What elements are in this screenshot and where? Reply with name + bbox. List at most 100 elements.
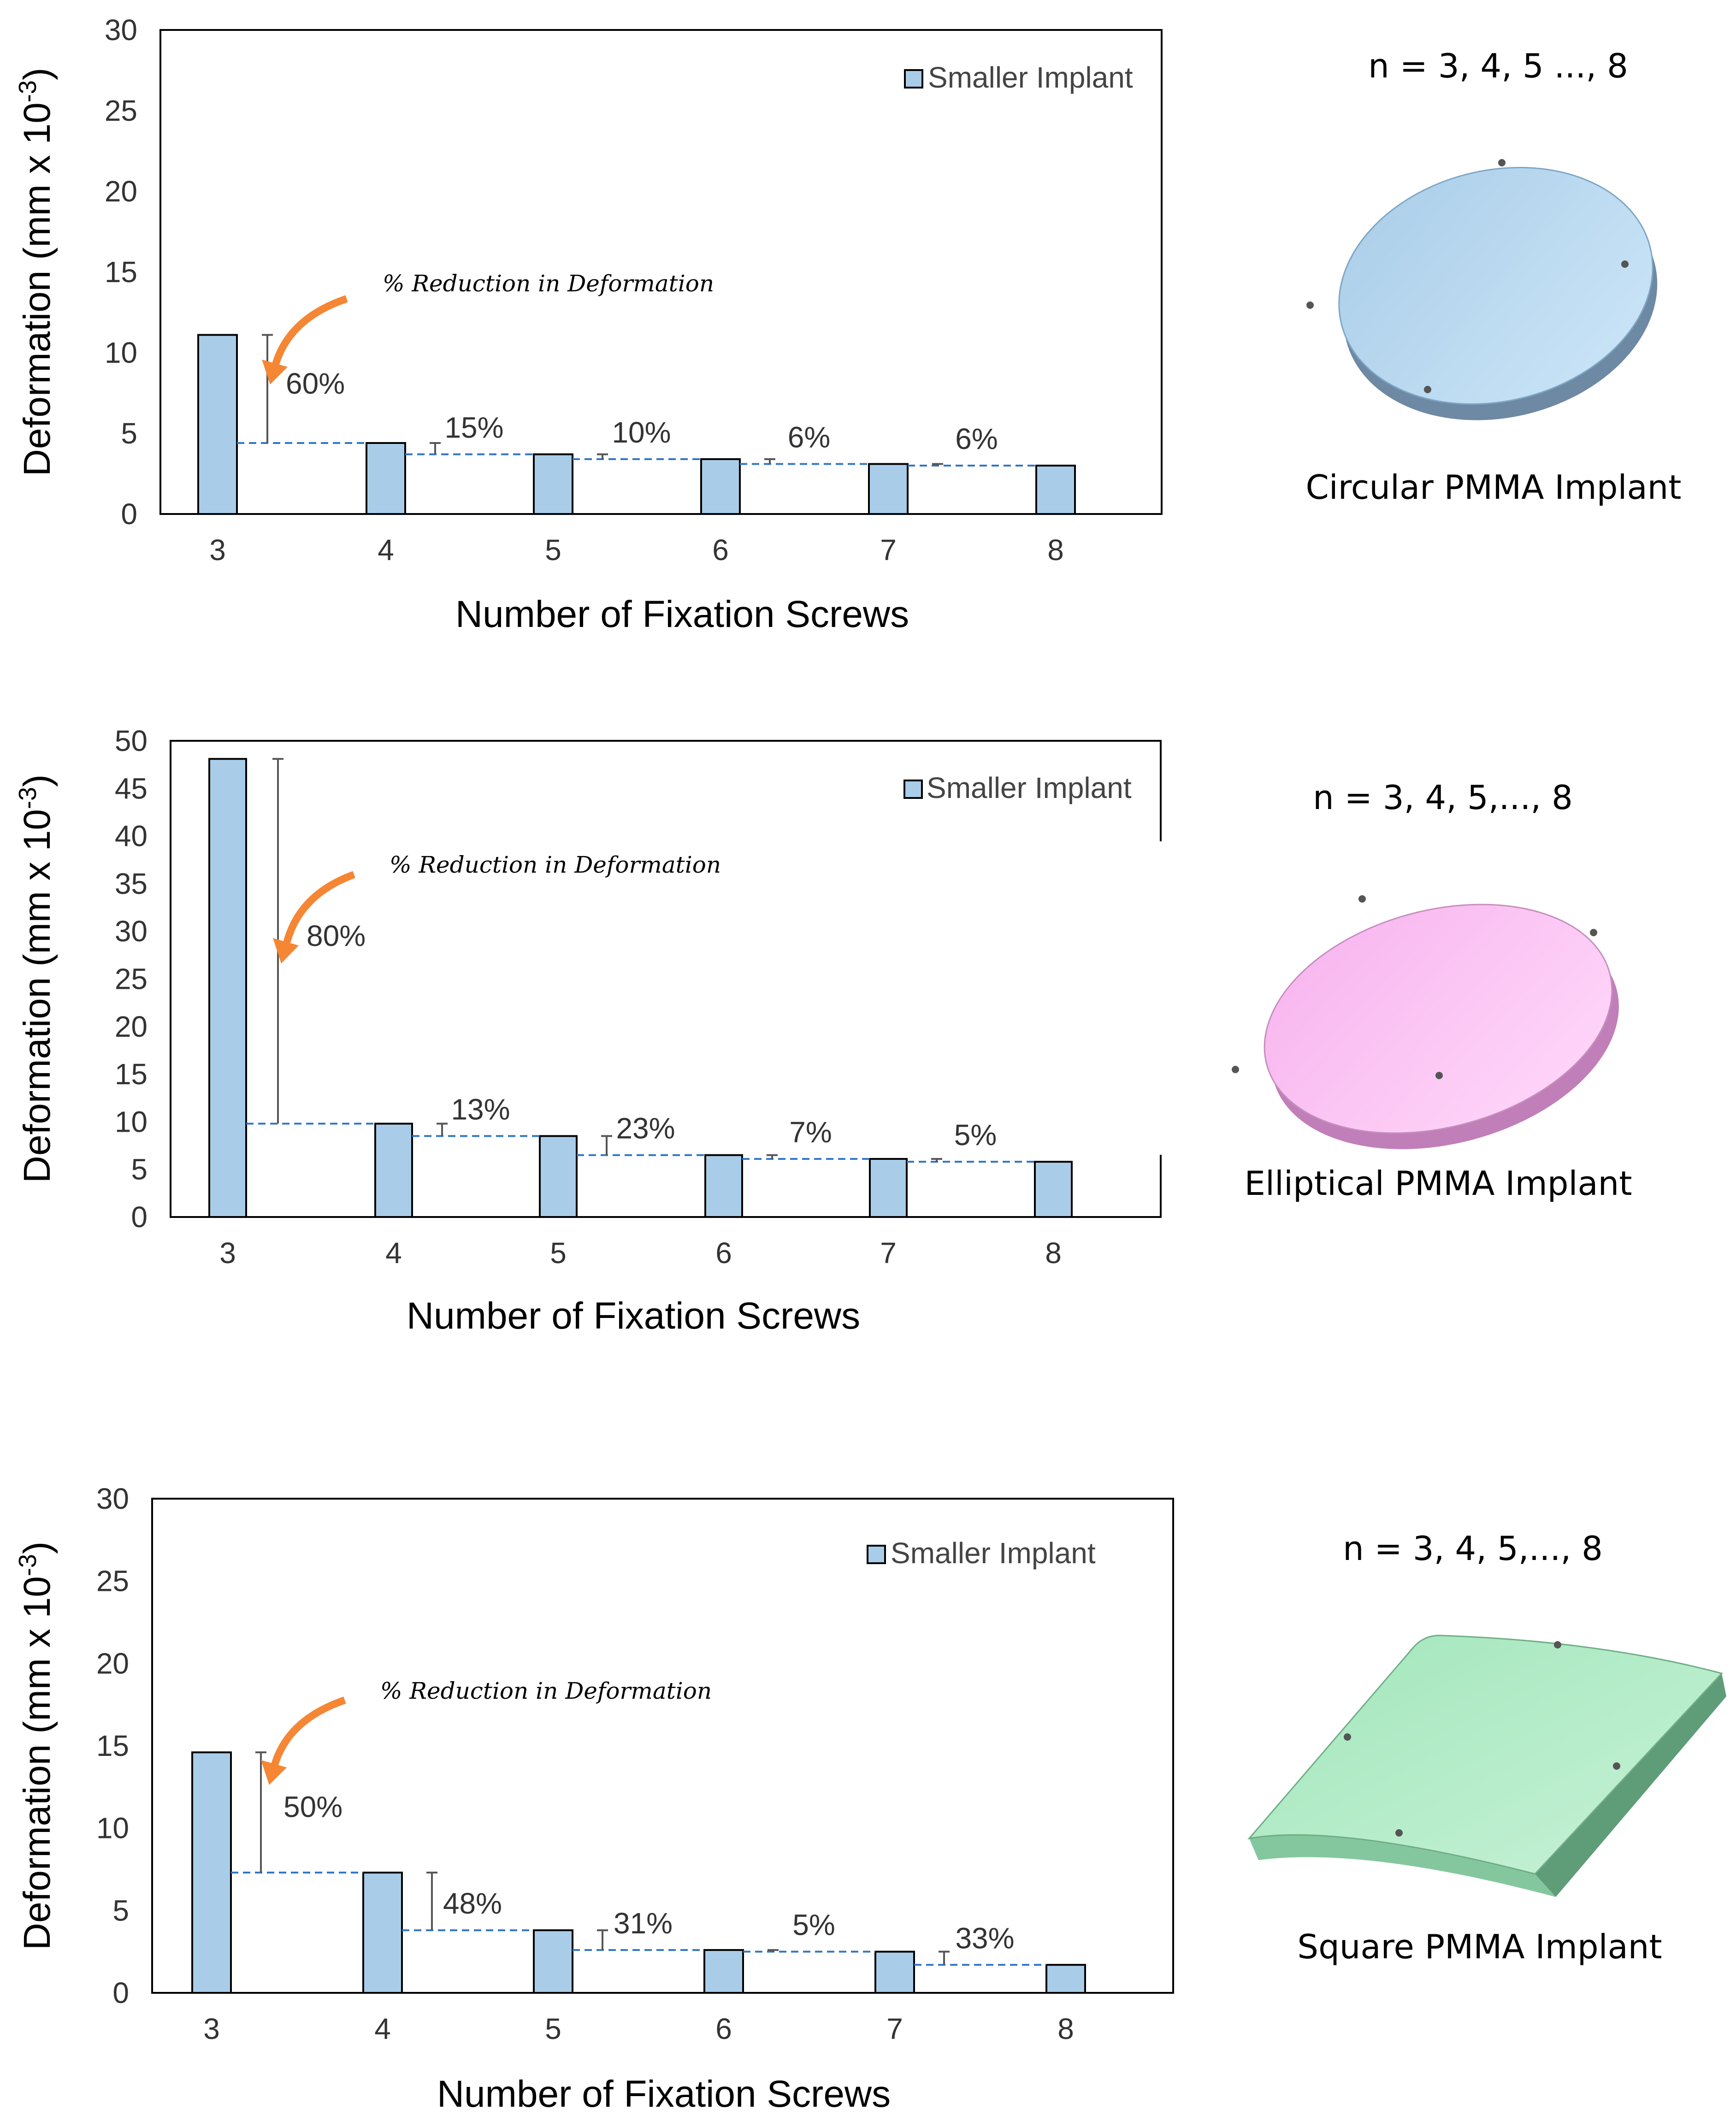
screws-count-label: n = 3, 4, 5,..., 8: [1343, 1529, 1603, 1568]
screw-hole: [1621, 260, 1629, 268]
reduction-percent-label: 48%: [443, 1887, 502, 1920]
orange-arrow: [272, 295, 348, 366]
y-axis-label-close: ): [16, 68, 58, 80]
y-axis-label-close: ): [16, 774, 58, 787]
x-tick-label: 8: [1057, 2012, 1074, 2045]
bar: [533, 453, 573, 515]
x-tick-label: 4: [385, 1236, 402, 1270]
bar: [362, 1872, 403, 1994]
screw-hole: [1232, 1066, 1239, 1073]
bar: [868, 463, 909, 515]
bar: [191, 1751, 232, 1994]
x-tick-label: 7: [880, 533, 897, 567]
y-tick-label: 40: [115, 820, 148, 853]
orange-arrow: [283, 871, 355, 944]
screw-hole: [1424, 386, 1431, 393]
x-axis-label: Number of Fixation Screws: [437, 2073, 891, 2115]
x-tick-label: 7: [880, 1236, 897, 1270]
reduction-percent-label: 80%: [307, 919, 366, 952]
y-tick-label: 15: [115, 1058, 148, 1091]
plot-frame: [170, 740, 1162, 1218]
bars-group: [191, 1751, 1086, 1994]
bars-group: [208, 758, 1073, 1218]
implant-elliptical: n = 3, 4, 5,..., 8 Elliptical PMMA Impla…: [1232, 778, 1632, 1203]
bar: [533, 1929, 573, 1994]
y-tick-label: 0: [131, 1200, 148, 1234]
bar: [208, 758, 247, 1218]
plot-frame: [151, 1498, 1174, 1994]
reduction-annotation: % Reduction in Deformation: [383, 270, 714, 297]
y-tick-label: 50: [115, 724, 148, 757]
bar: [366, 442, 406, 515]
orange-arrow: [271, 1696, 346, 1766]
bar: [703, 1949, 744, 1994]
gridless-ticks: 0 5 10 15 20 25 30 3 4 5 6 7 8: [105, 13, 1064, 567]
y-tick-label: 45: [115, 772, 148, 805]
y-tick-label: 15: [105, 255, 137, 289]
screw-hole: [1435, 1072, 1443, 1079]
y-axis-label: Deformation (mm x 10-3): [14, 774, 58, 1183]
y-axis-label-main: Deformation (mm x 10: [16, 809, 58, 1183]
x-tick-label: 5: [550, 1236, 567, 1270]
chart-circular: 0 5 10 15 20 25 30 3 4 5 6 7 8 60% 15% 10% 6% 6% Number …: [14, 13, 1163, 635]
y-tick-label: 30: [96, 1482, 129, 1515]
x-tick-label: 6: [715, 2012, 732, 2045]
bar: [869, 1158, 908, 1218]
reduction-percent-label: 7%: [789, 1116, 832, 1149]
square-implant-shape: [1247, 1635, 1723, 1875]
bar: [700, 458, 741, 515]
bar: [374, 1123, 413, 1218]
y-tick-label: 10: [115, 1105, 148, 1138]
screw-hole: [1395, 1829, 1403, 1837]
screw-hole: [1613, 1762, 1620, 1770]
legend-label: Smaller Implant: [928, 61, 1133, 94]
circular-implant-shape: [1338, 166, 1653, 405]
y-tick-label: 0: [112, 1976, 129, 2009]
bar: [704, 1154, 743, 1218]
reduction-percent-label: 13%: [451, 1093, 510, 1126]
x-tick-label: 5: [545, 2012, 561, 2045]
screw-hole: [1554, 1641, 1561, 1648]
panel-circular: 0 5 10 15 20 25 30 3 4 5 6 7 8 60% 15% 10% 6% 6% Number …: [14, 13, 1682, 635]
orange-arrowhead: [262, 360, 288, 384]
x-tick-label: 4: [374, 2012, 391, 2045]
bar: [1045, 1964, 1086, 1994]
orange-arrowhead: [273, 938, 299, 963]
reduction-lines: 60% 15% 10% 6% 6%: [237, 334, 1036, 467]
x-tick-label: 7: [886, 2012, 903, 2045]
frame-gap: [1157, 841, 1163, 1155]
y-tick-label: 30: [115, 915, 148, 948]
screws-count-label: n = 3, 4, 5,..., 8: [1313, 778, 1573, 817]
y-tick-label: 25: [105, 94, 137, 127]
screw-hole: [1344, 1733, 1351, 1741]
y-tick-label: 35: [115, 867, 148, 900]
implant-label: Elliptical PMMA Implant: [1245, 1164, 1632, 1203]
panel-square: 0 5 10 15 20 25 30 3 4 5 6 7 8 50% 48% 31% 5% 33% Number…: [14, 1482, 1726, 2115]
y-tick-label: 25: [96, 1565, 129, 1598]
y-axis-label-main: Deformation (mm x 10: [16, 1576, 58, 1950]
legend-swatch: [903, 780, 923, 799]
screws-count-label: n = 3, 4, 5 ..., 8: [1368, 47, 1628, 85]
x-tick-label: 8: [1047, 533, 1064, 567]
y-tick-label: 30: [105, 13, 137, 47]
legend: Smaller Implant: [903, 771, 1132, 804]
x-tick-label: 3: [209, 533, 226, 567]
implant-shadow: [1535, 1673, 1726, 1897]
x-tick-label: 5: [545, 533, 561, 567]
y-axis-label: Deformation (mm x 10-3): [14, 1542, 58, 1950]
bar: [197, 334, 238, 515]
implant-label: Circular PMMA Implant: [1306, 468, 1682, 507]
y-tick-label: 20: [105, 175, 137, 208]
y-tick-label: 10: [105, 336, 137, 369]
x-tick-label: 6: [712, 533, 729, 567]
reduction-percent-label: 60%: [286, 367, 345, 400]
y-tick-label: 10: [96, 1812, 129, 1845]
y-axis-label: Deformation (mm x 10-3): [14, 68, 58, 476]
bar: [1034, 1161, 1073, 1218]
reduction-lines: 50% 48% 31% 5% 33%: [231, 1751, 1046, 1966]
screw-hole: [1590, 929, 1597, 936]
screw-hole: [1498, 159, 1506, 166]
